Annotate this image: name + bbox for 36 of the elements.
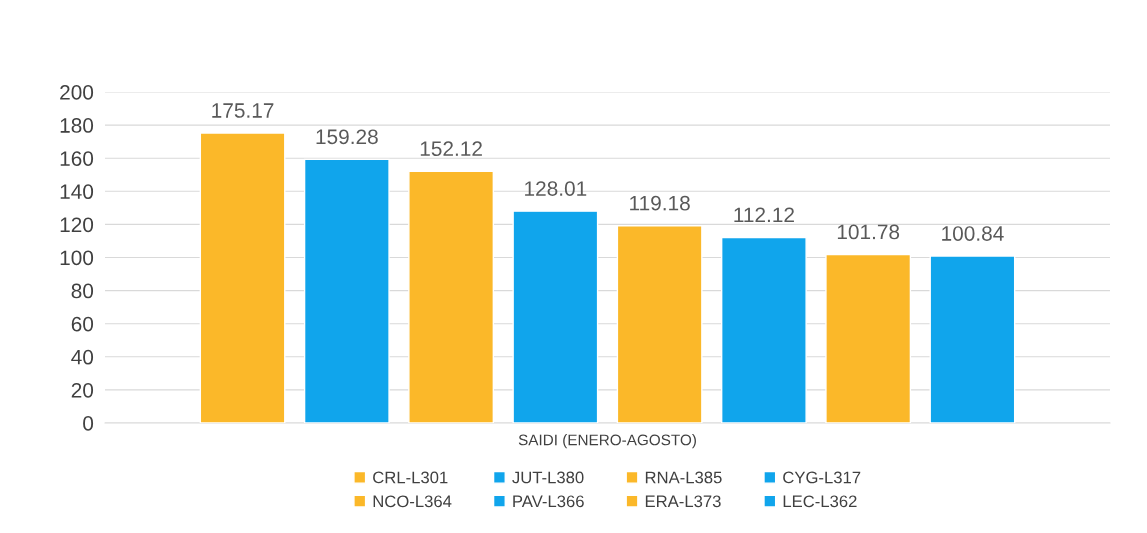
y-tick-label: 80	[71, 283, 94, 299]
legend-label: JUT-L380	[512, 471, 584, 484]
x-tick-label: SAIDI (ENERO-AGOSTO)	[518, 434, 696, 449]
data-label: 100.84	[942, 226, 1004, 241]
legend-label: CYG-L317	[783, 471, 861, 484]
bar	[512, 210, 599, 423]
bar	[616, 225, 703, 423]
bar	[303, 158, 390, 423]
bar	[720, 236, 807, 423]
data-label: 175.17	[212, 103, 274, 118]
legend-label: PAV-L366	[513, 495, 584, 508]
y-tick-label: 120	[60, 217, 94, 233]
y-tick-label: 160	[60, 151, 94, 166]
y-tick-label: 140	[60, 184, 94, 200]
y-tick-label: 100	[60, 250, 94, 266]
y-tick-label: 200	[60, 85, 94, 100]
data-label: 159.28	[316, 129, 378, 145]
data-label: 112.12	[734, 207, 794, 223]
bar	[929, 255, 1016, 423]
data-label: 119.18	[630, 195, 690, 211]
y-tick-label: 20	[71, 382, 94, 398]
legend-label: NCO-L364	[373, 495, 452, 508]
legend-label: CRL-L301	[373, 471, 448, 484]
data-label: 128.01	[525, 181, 587, 196]
y-tick-label: 0	[83, 416, 94, 431]
data-label: 101.78	[837, 224, 900, 240]
legend-label: ERA-L373	[645, 495, 721, 508]
bar	[199, 132, 286, 423]
bar	[825, 253, 912, 423]
data-label: 152.12	[420, 141, 482, 157]
y-tick-label: 40	[71, 349, 94, 365]
legend-label: LEC-L362	[783, 495, 857, 508]
bar	[408, 170, 495, 423]
legend-label: RNA-L385	[645, 471, 722, 484]
y-tick-label: 180	[60, 118, 94, 133]
y-tick-label: 60	[71, 316, 94, 332]
